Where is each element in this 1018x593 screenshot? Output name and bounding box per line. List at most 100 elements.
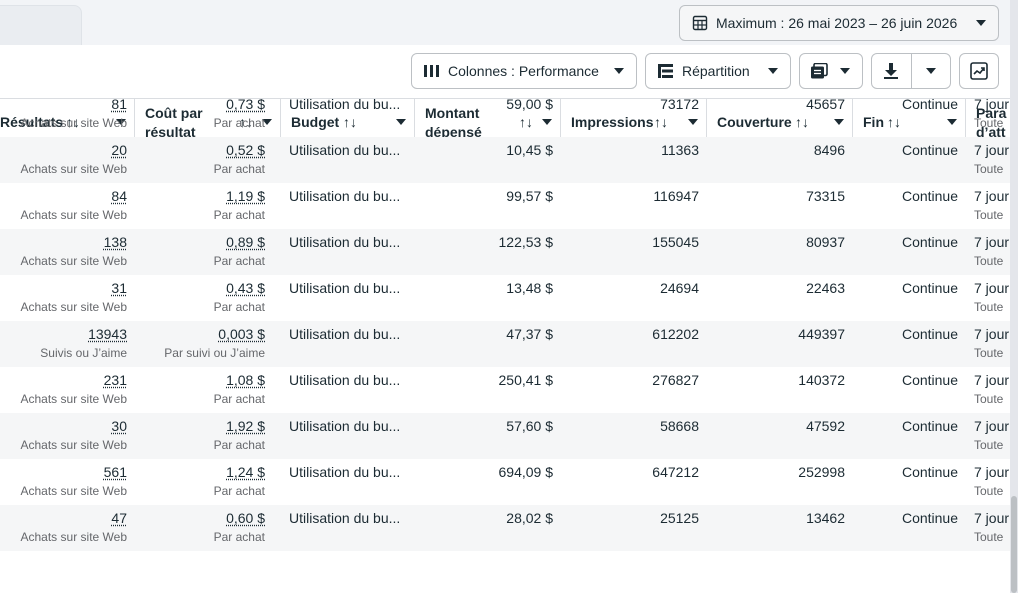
chevron-down-icon[interactable] bbox=[116, 119, 126, 125]
cell-reach: 73315 bbox=[806, 188, 845, 204]
breakdown-label: Répartition bbox=[682, 63, 750, 79]
header-amount-spent[interactable]: Montant dépensé ↑↓ bbox=[415, 99, 561, 145]
cell-cost-per-result-sub: Par achat bbox=[213, 438, 265, 452]
cell-results[interactable]: 30 bbox=[111, 418, 127, 434]
header-impressions[interactable]: Impressions ↑↓ bbox=[561, 99, 707, 145]
cell-cost-per-result-sub: Par achat bbox=[213, 254, 265, 268]
scrollbar-thumb[interactable] bbox=[1011, 496, 1017, 593]
header-results[interactable]: Résultats ↑↓ bbox=[0, 99, 135, 145]
cell-budget: Utilisation du bu... bbox=[289, 96, 401, 112]
chevron-down-icon[interactable] bbox=[947, 119, 957, 125]
sort-icon[interactable]: ↑↓ bbox=[887, 114, 901, 130]
sort-icon[interactable]: ↑↓ bbox=[519, 114, 533, 130]
columns-button[interactable]: Colonnes : Performance bbox=[411, 53, 637, 89]
chart-button[interactable] bbox=[959, 53, 999, 89]
table-row[interactable]: 84 Achats sur site Web 1,19 $ Par achat Util… bbox=[0, 183, 1010, 229]
cell-results[interactable]: 13943 bbox=[88, 326, 127, 342]
cell-budget: Utilisation du bu... bbox=[289, 510, 401, 526]
cell-budget: Utilisation du bu... bbox=[289, 418, 401, 434]
cell-cost-per-result-sub: Par achat bbox=[213, 162, 265, 176]
table-row[interactable]: 47 Achats sur site Web 0,60 $ Par achat Util… bbox=[0, 505, 1010, 551]
sort-icon[interactable]: ↑↓ bbox=[343, 114, 357, 130]
breakdown-button[interactable]: Répartition bbox=[645, 53, 791, 89]
cell-results[interactable]: 561 bbox=[103, 464, 127, 480]
cell-reach: 47592 bbox=[806, 418, 845, 434]
cell-results[interactable]: 47 bbox=[111, 510, 127, 526]
cell-results[interactable]: 231 bbox=[103, 372, 127, 388]
cell-impressions: 58668 bbox=[660, 418, 699, 434]
download-icon[interactable] bbox=[872, 54, 912, 88]
cell-cost-per-result[interactable]: 0,73 $ bbox=[226, 96, 265, 112]
cell-cost-per-result-sub: Par suivi ou J’aime bbox=[164, 346, 265, 360]
export-button-group bbox=[871, 53, 951, 89]
sort-icon[interactable]: ↑↓ bbox=[66, 114, 80, 130]
header-budget[interactable]: Budget ↑↓ bbox=[281, 99, 415, 145]
cell-budget: Utilisation du bu... bbox=[289, 234, 401, 250]
table-row[interactable]: 231 Achats sur site Web 1,08 $ Par achat Uti… bbox=[0, 367, 1010, 413]
cell-budget: Utilisation du bu... bbox=[289, 280, 401, 296]
header-cost-per-result[interactable]: Coût par résultat ↑↓ bbox=[135, 99, 281, 145]
cell-cost-per-result-sub: Par achat bbox=[213, 484, 265, 498]
chevron-down-icon[interactable] bbox=[262, 119, 272, 125]
cell-attribution-sub: Toute bbox=[974, 300, 1004, 314]
reports-button[interactable] bbox=[799, 53, 863, 89]
table-row[interactable]: 31 Achats sur site Web 0,43 $ Par achat Util… bbox=[0, 275, 1010, 321]
cell-impressions: 116947 bbox=[653, 188, 699, 204]
cell-results[interactable]: 138 bbox=[103, 234, 127, 250]
cell-attribution: 7 jour bbox=[974, 234, 1010, 250]
chevron-down-icon[interactable] bbox=[688, 119, 698, 125]
cell-reach: 8496 bbox=[813, 142, 845, 158]
cell-cost-per-result[interactable]: 1,92 $ bbox=[226, 418, 265, 434]
cell-cost-per-result[interactable]: 0,52 $ bbox=[226, 142, 265, 158]
chevron-down-icon[interactable] bbox=[834, 119, 844, 125]
cell-attribution: 7 jour bbox=[974, 326, 1010, 342]
header-end[interactable]: Fin ↑↓ bbox=[853, 99, 966, 145]
date-range-button[interactable]: Maximum : 26 mai 2023 – 26 juin 2026 bbox=[679, 5, 999, 41]
cell-impressions: 276827 bbox=[652, 372, 699, 388]
cell-results-sub: Achats sur site Web bbox=[20, 116, 128, 130]
header-spent-label-2: dépensé bbox=[425, 124, 482, 140]
header-reach[interactable]: Couverture ↑↓ bbox=[707, 99, 853, 145]
cell-cost-per-result[interactable]: 1,08 $ bbox=[226, 372, 265, 388]
table-row[interactable]: 561 Achats sur site Web 1,24 $ Par achat Uti… bbox=[0, 459, 1010, 505]
header-cost-label-2: résultat bbox=[145, 124, 196, 140]
cell-budget: Utilisation du bu... bbox=[289, 464, 401, 480]
cell-reach: 22463 bbox=[806, 280, 845, 296]
header-attr-label-1: Para bbox=[976, 105, 1007, 121]
cell-cost-per-result[interactable]: 1,19 $ bbox=[226, 188, 265, 204]
cell-end: Continue bbox=[901, 326, 958, 342]
cell-end: Continue bbox=[901, 510, 958, 526]
sort-icon[interactable]: ↑↓ bbox=[795, 114, 809, 130]
chart-icon bbox=[970, 62, 988, 80]
cell-results[interactable]: 20 bbox=[111, 142, 127, 158]
table-row[interactable]: 20 Achats sur site Web 0,52 $ Par achat Util… bbox=[0, 137, 1010, 183]
cell-attribution-sub: Toute bbox=[974, 392, 1004, 406]
header-attribution[interactable]: Para d’att bbox=[966, 99, 1010, 145]
table-row[interactable]: 81 Achats sur site Web 0,73 $ Par achat Util… bbox=[0, 91, 1010, 137]
cell-attribution-sub: Toute bbox=[974, 530, 1004, 544]
cell-amount-spent: 10,45 $ bbox=[506, 142, 553, 158]
top-tab[interactable] bbox=[0, 5, 82, 45]
cell-results[interactable]: 81 bbox=[111, 96, 127, 112]
cell-results[interactable]: 84 bbox=[111, 188, 127, 204]
chevron-down-icon[interactable] bbox=[396, 119, 406, 125]
cell-cost-per-result[interactable]: 0,89 $ bbox=[226, 234, 265, 250]
sort-icon[interactable]: ↑↓ bbox=[239, 114, 253, 130]
cell-cost-per-result-sub: Par achat bbox=[213, 300, 265, 314]
chevron-down-icon[interactable] bbox=[542, 119, 552, 125]
table-row[interactable]: 138 Achats sur site Web 0,89 $ Par achat Uti… bbox=[0, 229, 1010, 275]
table-row[interactable]: 30 Achats sur site Web 1,92 $ Par achat Util… bbox=[0, 413, 1010, 459]
export-options-button[interactable] bbox=[912, 54, 951, 88]
cell-budget: Utilisation du bu... bbox=[289, 372, 401, 388]
sort-icon[interactable]: ↑↓ bbox=[654, 114, 668, 130]
table-row[interactable]: 13943 Suivis ou J’aime 0,003 $ Par suivi ou… bbox=[0, 321, 1010, 367]
cell-cost-per-result[interactable]: 1,24 $ bbox=[226, 464, 265, 480]
cell-cost-per-result[interactable]: 0,60 $ bbox=[226, 510, 265, 526]
cell-cost-per-result[interactable]: 0,43 $ bbox=[226, 280, 265, 296]
cell-results[interactable]: 31 bbox=[111, 280, 127, 296]
vertical-scrollbar[interactable] bbox=[1010, 0, 1018, 593]
cell-reach: 449397 bbox=[798, 326, 845, 342]
header-budget-label: Budget bbox=[291, 114, 340, 130]
cell-impressions: 73172 bbox=[660, 96, 699, 112]
cell-cost-per-result[interactable]: 0,003 $ bbox=[218, 326, 265, 342]
